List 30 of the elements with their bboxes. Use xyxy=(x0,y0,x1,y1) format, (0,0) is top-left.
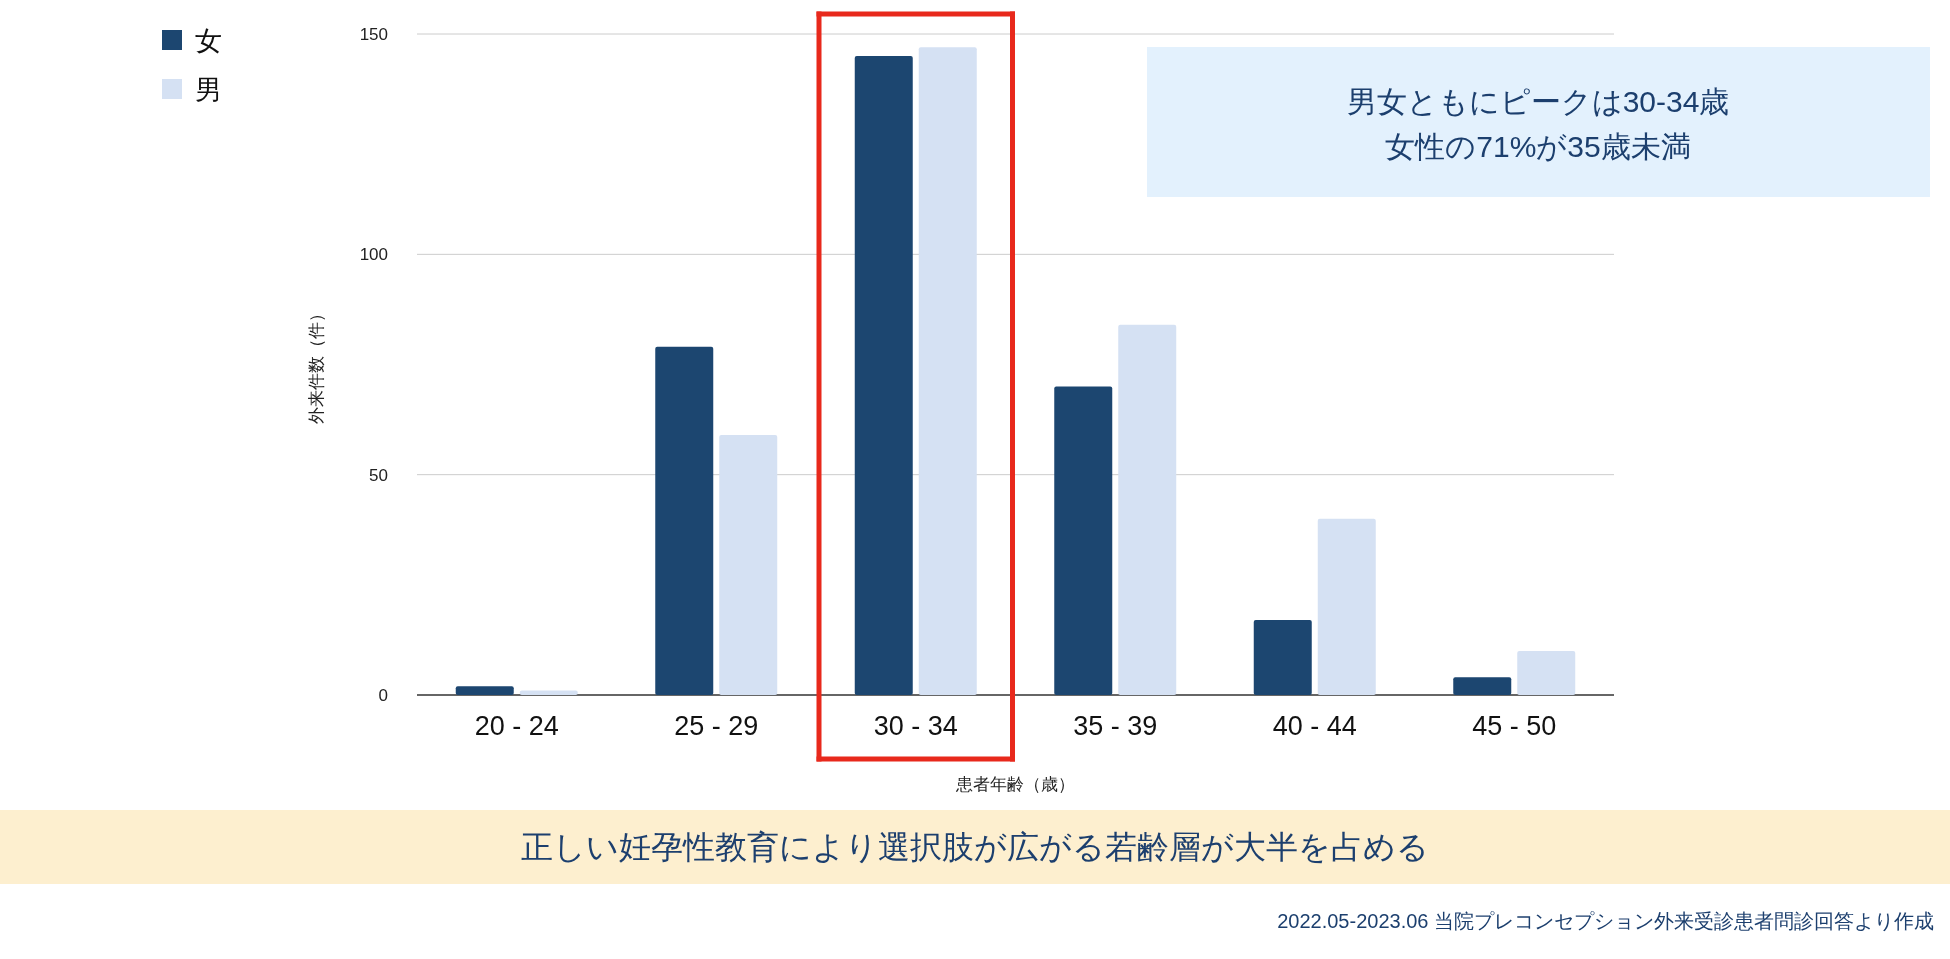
annotation: 女性の71%が35歳未満 xyxy=(1385,130,1691,163)
x-axis-title: 患者年齢（歳） xyxy=(955,775,1075,794)
legend-label: 男 xyxy=(195,75,222,105)
y-tick-label: 150 xyxy=(359,25,388,44)
x-tick-label: 25 - 29 xyxy=(674,711,759,741)
bar xyxy=(1453,677,1512,695)
annotation: 男女ともにピークは30-34歳 xyxy=(1346,85,1730,118)
x-tick-label: 30 - 34 xyxy=(873,711,958,741)
x-tick-label: 35 - 39 xyxy=(1073,711,1158,741)
bar xyxy=(1517,650,1576,695)
text: 正しい妊孕性教育により選択肢が広がる若齢層が大半を占める xyxy=(521,829,1429,865)
bar xyxy=(918,47,977,695)
bar xyxy=(1253,620,1312,695)
y-axis-title: 外来件数（件） xyxy=(307,305,326,424)
bar xyxy=(854,56,913,695)
bar xyxy=(655,346,714,695)
bar xyxy=(1118,324,1177,695)
x-tick-label: 45 - 50 xyxy=(1472,711,1557,741)
bar xyxy=(455,686,514,695)
bar xyxy=(519,690,578,695)
y-tick-label: 100 xyxy=(359,245,388,265)
y-tick-label: 50 xyxy=(369,465,388,485)
legend-label: 女 xyxy=(195,26,222,56)
x-tick-label: 40 - 44 xyxy=(1272,711,1357,741)
y-tick-label: 0 xyxy=(378,686,388,705)
x-tick-label: 20 - 24 xyxy=(474,711,559,741)
bar xyxy=(1317,518,1376,695)
bar xyxy=(1054,386,1113,695)
text: 2022.05-2023.06 当院プレコンセプション外来受診患者問診回答より作成 xyxy=(1277,910,1934,932)
bar xyxy=(719,435,778,695)
